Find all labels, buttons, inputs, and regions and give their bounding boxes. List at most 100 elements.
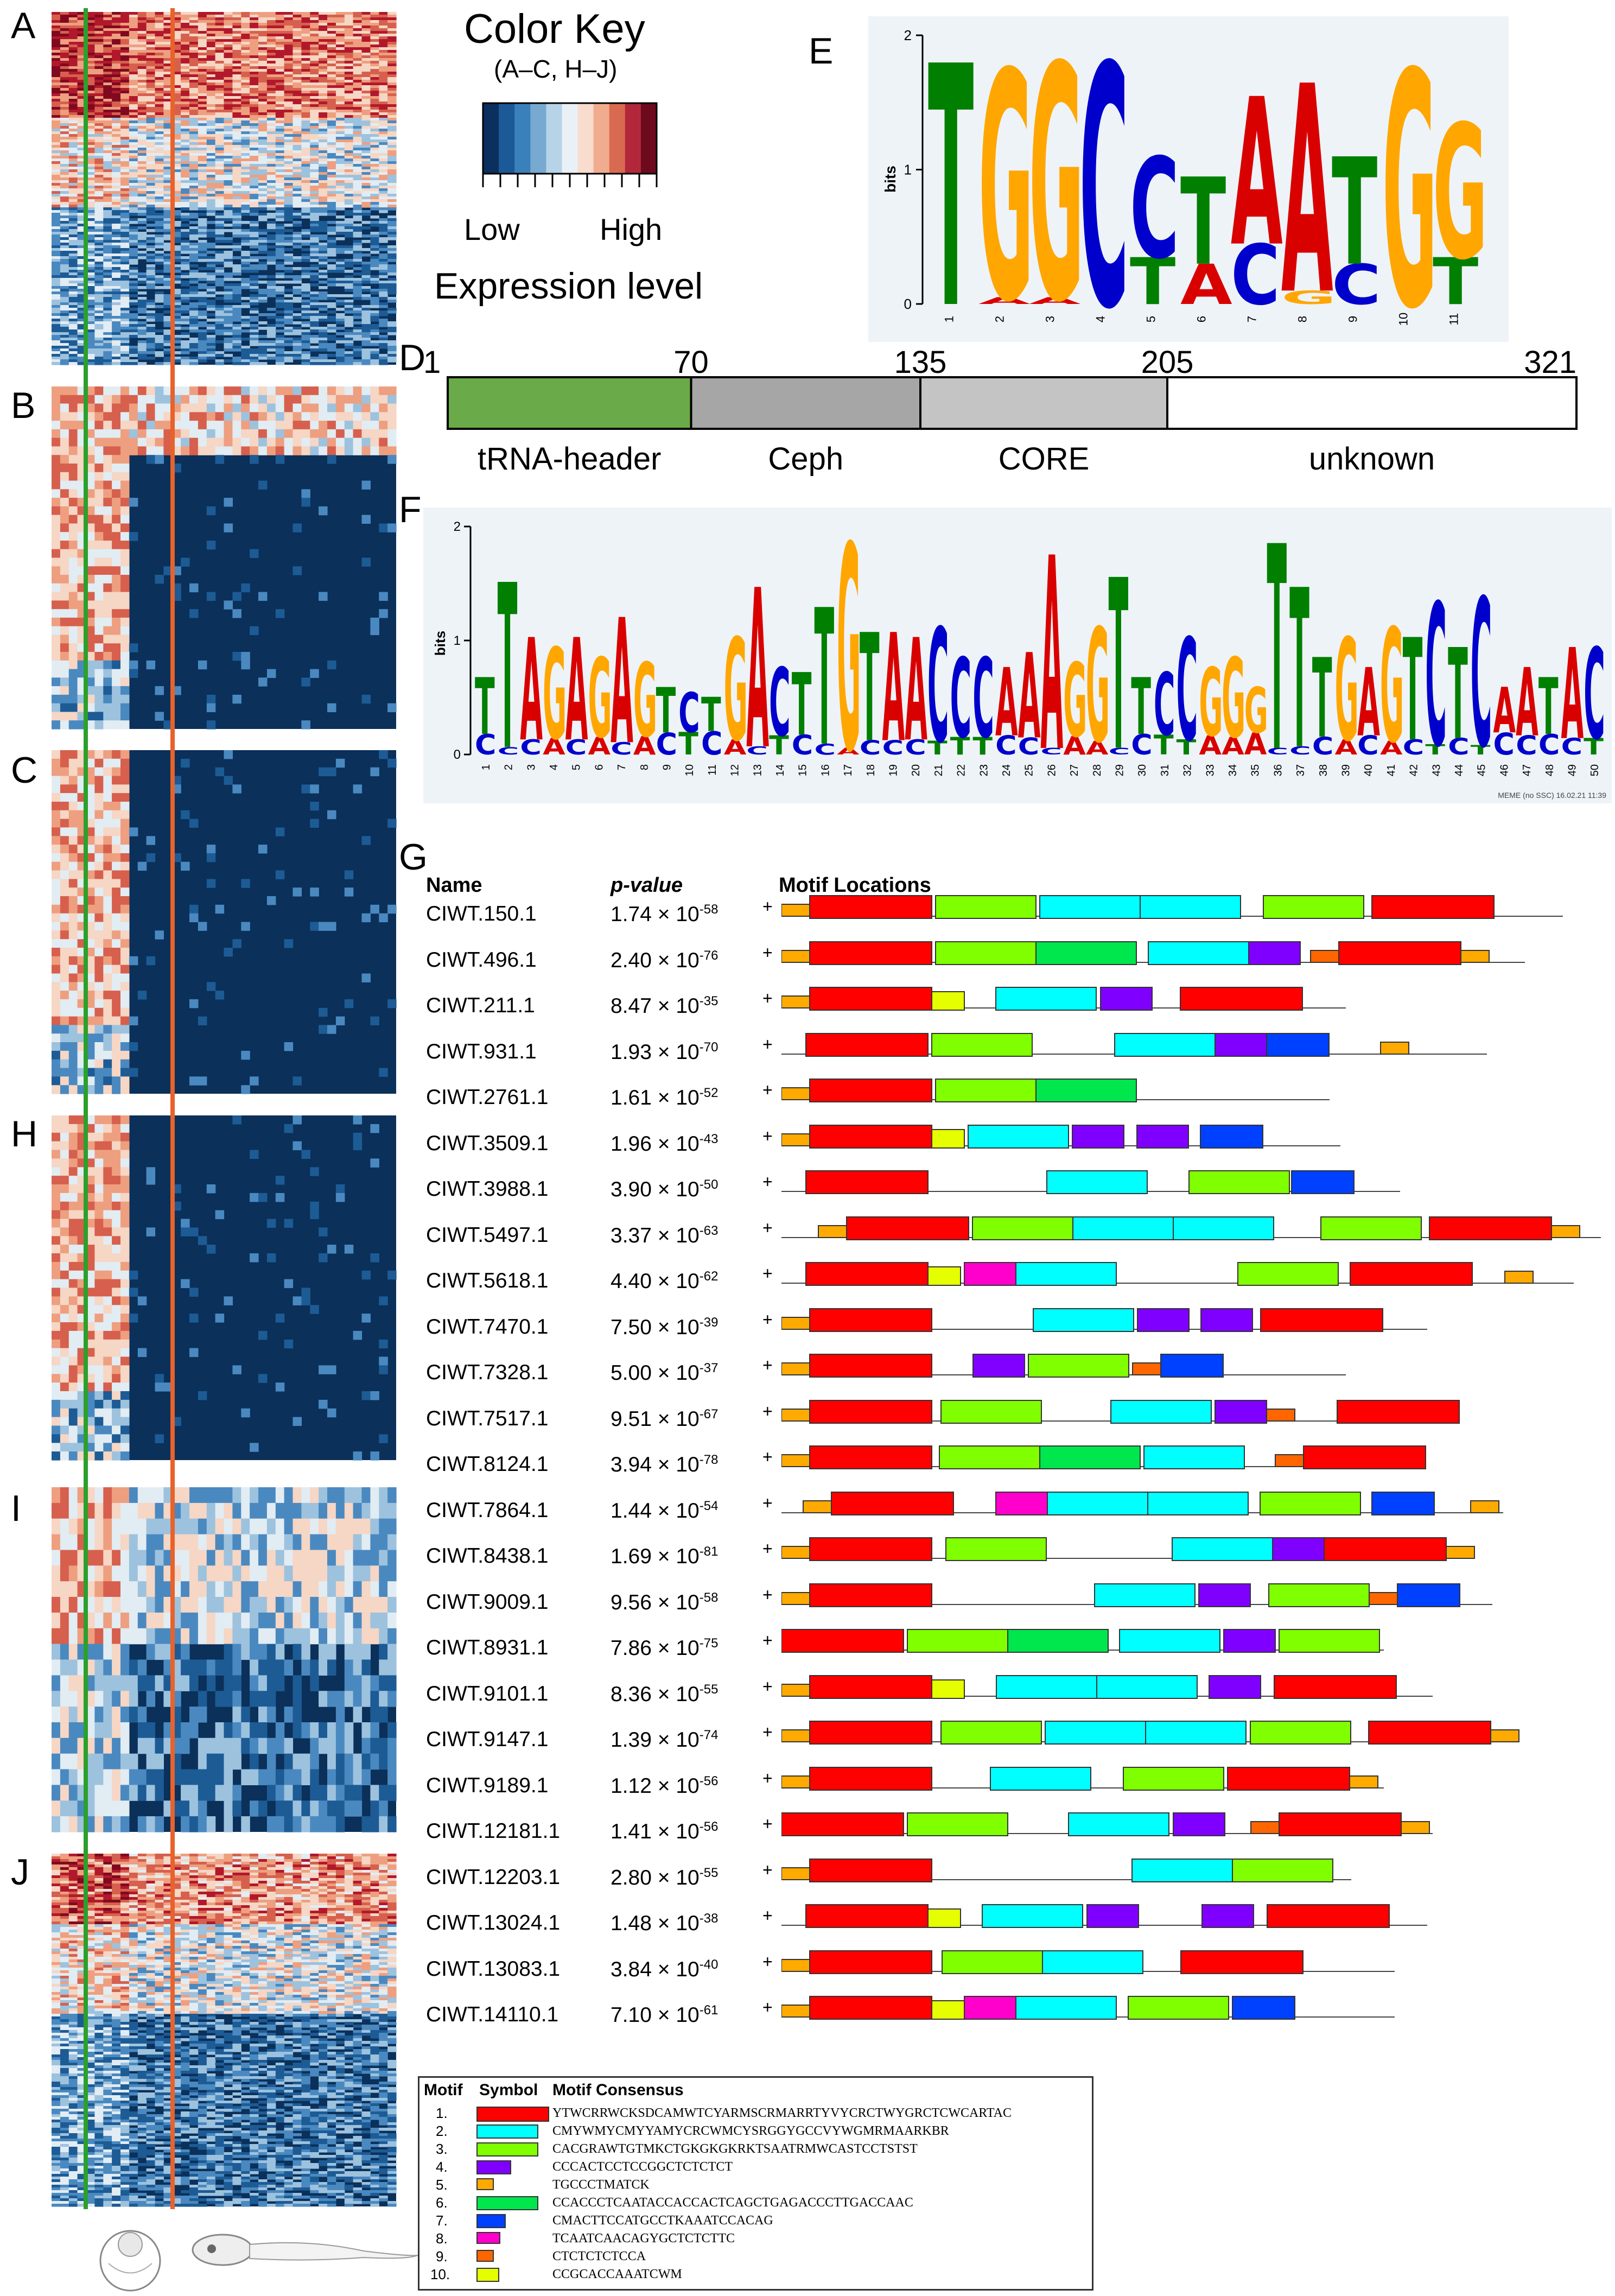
sequence-pvalue: 2.80 × 10-55	[611, 1866, 718, 1890]
logo-f-position: 1	[480, 764, 492, 770]
sequence-pvalue: 5.00 × 10-37	[611, 1361, 718, 1385]
motif-1-block	[781, 1629, 904, 1653]
strand-symbol: +	[762, 1951, 773, 1971]
legend-motif-symbol	[476, 2107, 549, 2122]
logo-f-position: 32	[1182, 764, 1194, 776]
motif-2-block	[968, 1124, 1069, 1149]
logo-f-ytick: 0	[454, 747, 461, 762]
logo-f-letter: C	[565, 735, 587, 759]
motif-10-block	[931, 991, 965, 1011]
motif-7-block	[1232, 1996, 1295, 2020]
sequence-name: CIWT.9009.1	[426, 1590, 549, 1614]
motif-track	[781, 1904, 1427, 1928]
motif-3-block	[1188, 1170, 1290, 1194]
legend-motif-number: 7.	[436, 2212, 448, 2229]
motif-4-block	[972, 1354, 1025, 1378]
logo-f-letter: G	[837, 508, 861, 803]
logo-f-letter: T	[656, 676, 676, 748]
pvalue-exponent: -38	[699, 1911, 719, 1926]
sequence-pvalue: 1.96 × 10-43	[611, 1132, 718, 1156]
motif-2-block	[1047, 1491, 1148, 1515]
color-key-swatch	[546, 103, 562, 174]
panel-letter-e: E	[809, 30, 834, 72]
logo-f-position: 5	[571, 764, 583, 770]
motif-8-block	[964, 1262, 1016, 1286]
panel-letter-g: G	[399, 836, 428, 878]
logo-f-letter: A	[1516, 649, 1538, 758]
logo-f-position: 50	[1589, 764, 1601, 776]
motif-5-block	[781, 949, 810, 963]
strand-symbol: +	[762, 1401, 773, 1421]
strand-symbol: +	[762, 1814, 773, 1834]
domain-tick: 321	[1524, 345, 1576, 380]
color-key-swatch	[530, 103, 546, 174]
logo-f-letter: C	[1538, 729, 1560, 762]
logo-f-letter: T	[1131, 661, 1151, 752]
logo-f-position: 16	[819, 764, 831, 776]
legend-motif-number: 5.	[436, 2177, 448, 2193]
motif-track	[781, 1629, 1384, 1653]
domain-label: unknown	[1309, 441, 1435, 477]
legend-motif-consensus: CCGCACCAAATCWM	[552, 2267, 682, 2281]
logo-f-letter: A	[1380, 737, 1403, 759]
logo-f-letter: G	[633, 642, 657, 760]
sequence-pvalue: 2.40 × 10-76	[611, 948, 718, 973]
motif-4-block	[1072, 1124, 1124, 1149]
logo-f-letter: C	[498, 745, 519, 757]
logo-f-letter: A	[882, 603, 905, 776]
legend-motif-number: 8.	[436, 2230, 448, 2247]
motif-1-block	[846, 1216, 969, 1240]
strand-symbol: +	[762, 1447, 773, 1467]
logo-f-letter: T	[1584, 734, 1604, 760]
motif-1-block	[1324, 1537, 1447, 1561]
logo-e-ytick: 0	[904, 296, 912, 312]
motif-track	[781, 987, 1346, 1011]
sequence-pvalue: 3.37 × 10-63	[611, 1223, 718, 1248]
pvalue-mantissa: 3.90 × 10	[611, 1178, 700, 1201]
motif-5-block	[818, 1225, 847, 1238]
domain-label: CORE	[999, 441, 1090, 477]
logo-f-letter: T	[678, 727, 698, 763]
color-key-subtitle: (A–C, H–J)	[494, 55, 618, 83]
sequence-name: CIWT.9147.1	[426, 1728, 549, 1751]
logo-e-letter: A	[1281, 27, 1334, 342]
pvalue-exponent: -61	[699, 2003, 719, 2018]
legend-motif-consensus: CMYWMYCMYYAMYCRCWMCYSRGGYGCCVYWGMRMAARKB…	[552, 2124, 949, 2138]
panel-letter-d: D	[399, 337, 426, 378]
logo-f-letter: G	[1335, 610, 1359, 773]
logo-f-letter: C	[1561, 734, 1582, 760]
logo-e-position: 7	[1245, 316, 1259, 322]
logo-f-letter: C	[1109, 746, 1130, 757]
logo-f-letter: T	[1109, 530, 1129, 803]
sequence-name: CIWT.8931.1	[426, 1636, 549, 1659]
legend-motif-consensus: CMACTTCCATGCCTKAAATCCACAG	[552, 2213, 773, 2228]
logo-e-ylabel: bits	[882, 166, 899, 193]
motif-1-block	[1371, 895, 1495, 919]
logo-f-letter: C	[746, 744, 767, 757]
logo-f-letter: C	[1471, 557, 1492, 794]
sequence-pvalue: 9.51 × 10-67	[611, 1407, 718, 1431]
motif-5-block	[781, 1546, 810, 1559]
motif-2-block	[1119, 1629, 1220, 1653]
strand-symbol: +	[762, 1676, 773, 1696]
color-key-swatch	[609, 103, 626, 174]
motif-1-block	[809, 1996, 932, 2020]
sequence-name: CIWT.3988.1	[426, 1177, 549, 1201]
pvalue-mantissa: 1.12 × 10	[611, 1774, 700, 1798]
motif-2-block	[1114, 1032, 1216, 1057]
pvalue-exponent: -63	[699, 1223, 719, 1238]
logo-f-letter: C	[1289, 744, 1311, 757]
logo-f-letter: G	[1199, 649, 1223, 758]
pvalue-exponent: -76	[699, 948, 719, 963]
motif-7-block	[1160, 1354, 1224, 1378]
legend-motif-consensus: CTCTCTCTCCA	[552, 2249, 646, 2263]
legend-motif-consensus: YTWCRRWCKSDCAMWTCYARMSCRMARRTYVYCRCTWYGR…	[552, 2106, 1012, 2120]
logo-f-position: 36	[1272, 764, 1284, 776]
sequence-pvalue: 9.56 × 10-58	[611, 1590, 718, 1615]
legend-motif-number: 2.	[436, 2123, 448, 2139]
strand-symbol: +	[762, 1584, 773, 1604]
logo-f-letter: C	[1018, 733, 1039, 760]
motif-3-block	[935, 941, 1037, 965]
heatmap-panel-b	[52, 386, 397, 730]
